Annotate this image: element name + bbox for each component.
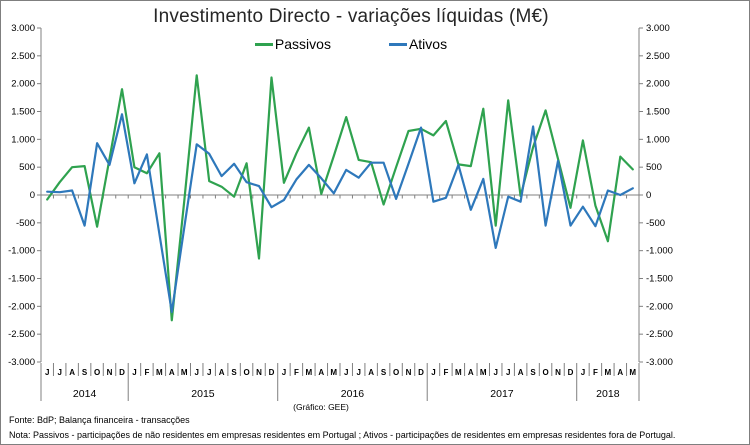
month-label: A	[518, 368, 524, 377]
month-label: A	[318, 368, 324, 377]
month-label: M	[480, 368, 487, 377]
y-tick-label-right: -1.500	[646, 274, 673, 285]
y-tick-label-left: 2.000	[11, 79, 35, 90]
month-label: M	[181, 368, 188, 377]
month-label: F	[294, 368, 299, 377]
month-label: J	[282, 368, 286, 377]
year-label: 2014	[73, 388, 97, 400]
month-label: O	[243, 368, 249, 377]
month-label: D	[568, 368, 574, 377]
month-label: O	[542, 368, 548, 377]
month-label: S	[82, 368, 88, 377]
x-axis-zero-line	[40, 194, 640, 199]
month-label: S	[530, 368, 536, 377]
passivos-line-swatch	[254, 42, 273, 46]
y-tick-label-right: -3.000	[646, 357, 673, 368]
month-label: S	[231, 368, 237, 377]
legend-item-ativos: Ativos	[388, 36, 448, 52]
y-tick-label-right: 0	[646, 190, 651, 201]
ativos-line-swatch	[388, 42, 407, 46]
month-label: J	[494, 368, 498, 377]
y-tick-label-left: 0	[30, 190, 35, 201]
chart-legend: Passivos Ativos	[1, 34, 701, 54]
month-label: N	[256, 368, 262, 377]
month-label: S	[381, 368, 387, 377]
month-label: F	[443, 368, 448, 377]
month-label: M	[605, 368, 612, 377]
month-label: O	[94, 368, 100, 377]
y-tick-label-right: 1.500	[646, 107, 670, 118]
y-tick-label-right: 500	[646, 162, 662, 173]
month-label: M	[156, 368, 163, 377]
month-label: J	[45, 368, 49, 377]
month-label: N	[406, 368, 412, 377]
month-label: J	[195, 368, 199, 377]
grafico-credit: (Gráfico: GEE)	[293, 402, 349, 412]
month-label: F	[144, 368, 149, 377]
y-tick-label-right: -2.000	[646, 301, 673, 312]
y-tick-label-left: -3.000	[8, 357, 35, 368]
year-label: 2016	[341, 388, 365, 400]
month-label: J	[207, 368, 211, 377]
month-label: A	[169, 368, 175, 377]
y-tick-label-left: 2.500	[11, 51, 35, 62]
y-tick-label-left: -1.500	[8, 274, 35, 285]
month-label: A	[219, 368, 225, 377]
chart-title: Investimento Directo - variações líquida…	[153, 6, 549, 27]
month-label: O	[393, 368, 399, 377]
y-tick-label-right: 3.000	[646, 23, 670, 34]
month-label: J	[356, 368, 360, 377]
month-label: D	[269, 368, 275, 377]
month-label: J	[581, 368, 585, 377]
y-tick-label-right: 2.000	[646, 79, 670, 90]
y-tick-label-right: -1.000	[646, 246, 673, 257]
month-label: N	[555, 368, 561, 377]
legend-label-passivos: Passivos	[274, 36, 331, 52]
month-label: F	[593, 368, 598, 377]
year-label: 2017	[490, 388, 514, 400]
y-tick-label-left: -2.000	[8, 301, 35, 312]
series-ativos	[46, 113, 634, 313]
month-label: J	[57, 368, 61, 377]
month-label: D	[119, 368, 125, 377]
y-tick-label-left: -1.000	[8, 246, 35, 257]
month-label: J	[132, 368, 136, 377]
year-label: 2018	[596, 388, 620, 400]
y-tick-label-left: 1.500	[11, 107, 35, 118]
month-label: M	[330, 368, 337, 377]
month-label: J	[506, 368, 510, 377]
y-axes: 3.000 3.000 2.500 2.500 2.000 2.000 1.500 1.500…	[8, 23, 673, 368]
month-label: A	[69, 368, 75, 377]
legend-item-passivos: Passivos	[254, 36, 331, 52]
month-label: J	[344, 368, 348, 377]
y-tick-label-right: 1.000	[646, 134, 670, 145]
month-label: A	[368, 368, 374, 377]
month-label: A	[468, 368, 474, 377]
month-label: M	[306, 368, 313, 377]
y-tick-label-right: 2.500	[646, 51, 670, 62]
month-label: D	[418, 368, 424, 377]
month-label: A	[617, 368, 623, 377]
y-tick-label-left: -500	[16, 218, 35, 229]
month-label: M	[455, 368, 462, 377]
month-label: N	[107, 368, 113, 377]
y-tick-label-left: 500	[19, 162, 35, 173]
y-tick-label-left: -2.500	[8, 329, 35, 340]
month-label: M	[629, 368, 636, 377]
month-label: J	[431, 368, 435, 377]
year-label: 2015	[191, 388, 215, 400]
explanatory-note: Nota: Passivos - participações de não re…	[9, 430, 676, 440]
source-note: Fonte: BdP; Balança financeira - transac…	[9, 415, 190, 425]
y-tick-label-right: -500	[646, 218, 665, 229]
y-tick-label-left: 3.000	[11, 23, 35, 34]
y-tick-label-left: 1.000	[11, 134, 35, 145]
y-tick-label-right: -2.500	[646, 329, 673, 340]
legend-label-ativos: Ativos	[408, 36, 448, 52]
